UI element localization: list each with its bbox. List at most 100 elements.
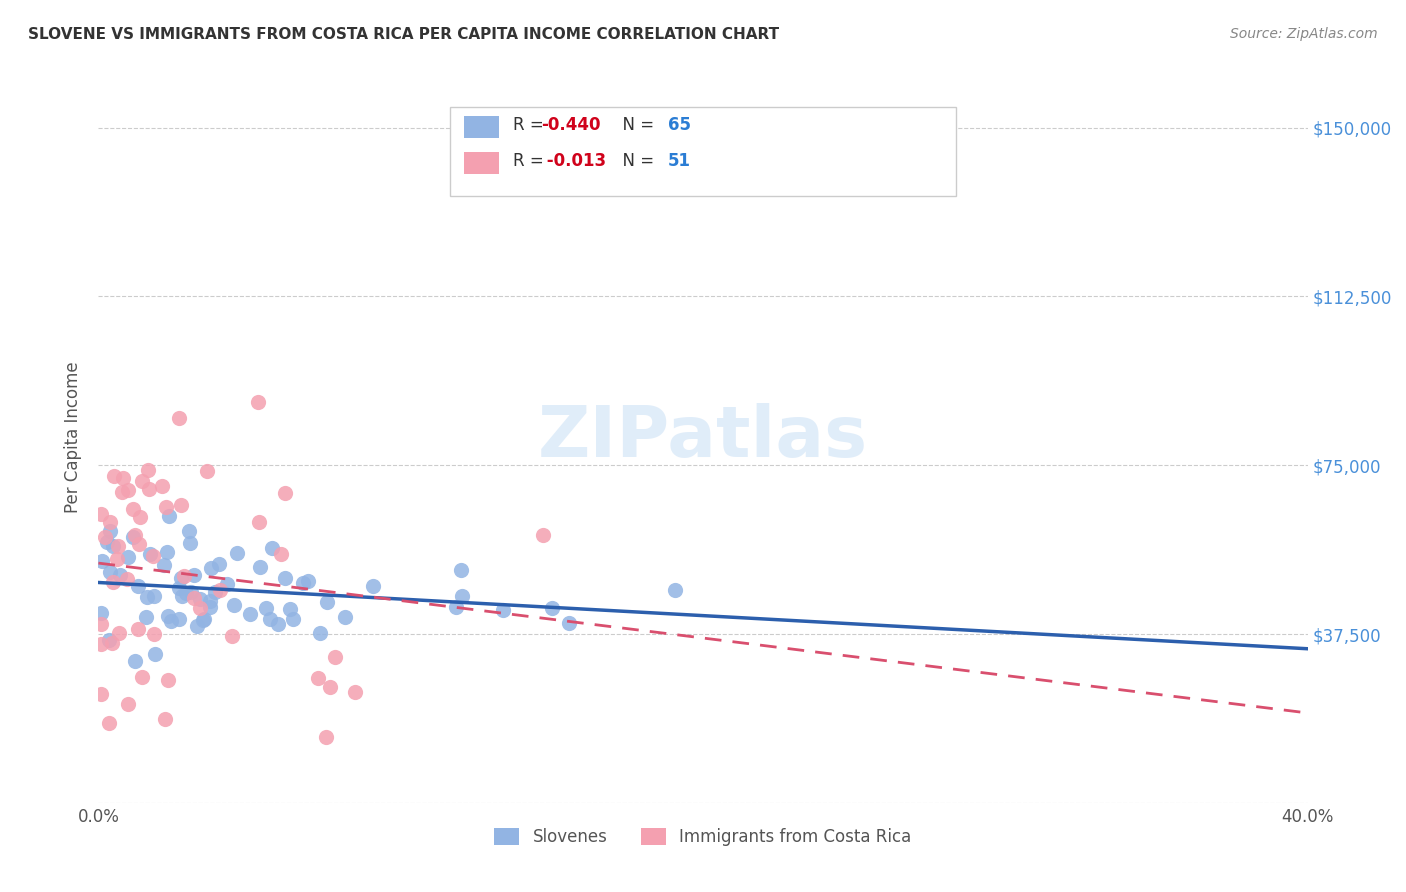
Point <box>186 619 208 633</box>
Point <box>249 516 271 530</box>
Text: ZIPatlas: ZIPatlas <box>538 402 868 472</box>
Point <box>308 626 330 640</box>
Point <box>138 482 160 496</box>
Legend: Slovenes, Immigrants from Costa Rica: Slovenes, Immigrants from Costa Rica <box>488 822 918 853</box>
Point <box>207 557 229 571</box>
Point <box>124 654 146 668</box>
Point <box>274 571 297 585</box>
Point <box>307 671 329 685</box>
Point <box>107 539 129 553</box>
Point <box>254 601 277 615</box>
Point <box>179 524 201 538</box>
Point <box>153 558 176 573</box>
Point <box>90 687 112 701</box>
Point <box>97 633 120 648</box>
Point <box>492 603 515 617</box>
Point <box>224 598 246 612</box>
Point <box>180 585 202 599</box>
Text: -0.013: -0.013 <box>541 152 606 169</box>
Point <box>280 602 302 616</box>
Point <box>169 498 191 512</box>
Point <box>174 586 197 600</box>
Text: SLOVENE VS IMMIGRANTS FROM COSTA RICA PER CAPITA INCOME CORRELATION CHART: SLOVENE VS IMMIGRANTS FROM COSTA RICA PE… <box>28 27 779 42</box>
Point <box>173 569 195 583</box>
Point <box>540 601 562 615</box>
Point <box>200 593 222 607</box>
Point <box>190 591 212 606</box>
Point <box>111 485 134 500</box>
Point <box>124 528 146 542</box>
Point <box>112 471 135 485</box>
Point <box>195 464 218 478</box>
Point <box>204 585 226 599</box>
Point <box>239 607 262 621</box>
Point <box>143 627 166 641</box>
Point <box>247 395 270 409</box>
Point <box>169 411 191 425</box>
Point <box>323 650 346 665</box>
Point <box>90 607 112 621</box>
Point <box>343 685 366 699</box>
Point <box>297 574 319 589</box>
Point <box>153 712 176 726</box>
Point <box>664 582 686 597</box>
Point <box>315 730 337 744</box>
Point <box>172 590 194 604</box>
Point <box>156 545 179 559</box>
Text: R =: R = <box>513 116 550 134</box>
Point <box>90 637 112 651</box>
Point <box>183 591 205 606</box>
Point <box>363 579 385 593</box>
Point <box>135 610 157 624</box>
Point <box>100 636 122 650</box>
Point <box>156 673 179 687</box>
Point <box>531 527 554 541</box>
Point <box>139 547 162 561</box>
Point <box>160 614 183 628</box>
Text: 51: 51 <box>668 152 690 169</box>
Text: N =: N = <box>612 116 659 134</box>
Text: -0.440: -0.440 <box>541 116 600 134</box>
Point <box>221 629 243 643</box>
Point <box>188 600 211 615</box>
Point <box>191 613 214 627</box>
Point <box>100 524 122 538</box>
Text: R =: R = <box>513 152 550 169</box>
Point <box>105 551 128 566</box>
Point <box>170 571 193 585</box>
Point <box>291 576 314 591</box>
Point <box>101 539 124 553</box>
Point <box>333 610 356 624</box>
Point <box>319 681 342 695</box>
Point <box>157 609 180 624</box>
Point <box>200 600 222 615</box>
Point <box>208 583 231 598</box>
Point <box>103 468 125 483</box>
Point <box>193 612 215 626</box>
Point <box>108 568 131 582</box>
Point <box>450 563 472 577</box>
Point <box>115 572 138 586</box>
Point <box>267 617 290 632</box>
Point <box>274 485 297 500</box>
Point <box>117 483 139 498</box>
Point <box>122 530 145 544</box>
Point <box>145 647 167 661</box>
Point <box>117 698 139 712</box>
Point <box>91 554 114 568</box>
Text: Source: ZipAtlas.com: Source: ZipAtlas.com <box>1230 27 1378 41</box>
Point <box>96 534 118 549</box>
Point <box>131 670 153 684</box>
Point <box>90 507 112 521</box>
Point <box>169 581 191 595</box>
Point <box>97 715 120 730</box>
Point <box>281 612 304 626</box>
Point <box>117 550 139 565</box>
Point <box>270 548 292 562</box>
Point <box>143 589 166 603</box>
Text: 65: 65 <box>668 116 690 134</box>
Point <box>142 549 165 564</box>
Point <box>94 530 117 544</box>
Point <box>127 579 149 593</box>
Y-axis label: Per Capita Income: Per Capita Income <box>65 361 83 513</box>
